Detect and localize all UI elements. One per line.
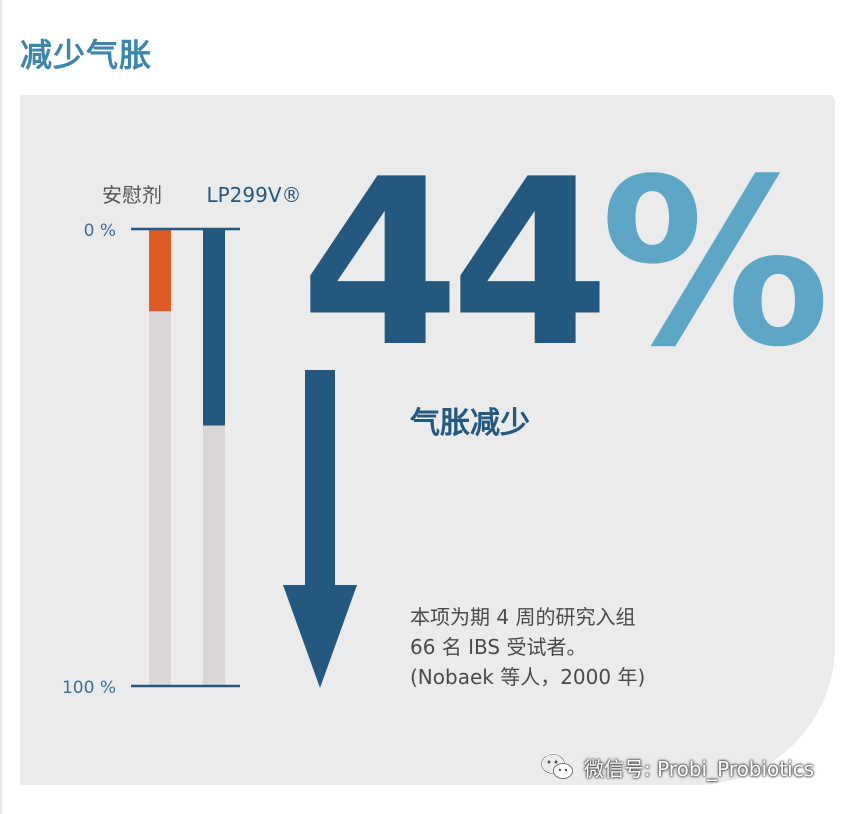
left-border <box>0 0 2 814</box>
study-note: 本项为期 4 周的研究入组 66 名 IBS 受试者。 (Nobaek 等人，2… <box>410 602 645 692</box>
study-note-line-3: (Nobaek 等人，2000 年) <box>410 665 646 689</box>
wechat-icon <box>540 753 573 779</box>
category-label: 安慰剂 <box>102 183 162 207</box>
headline-unit: % <box>600 131 830 398</box>
y-tick-label: 100 % <box>62 678 116 698</box>
bar-track <box>149 229 171 686</box>
bar <box>203 229 225 426</box>
bar <box>149 229 171 312</box>
watermark: 微信号: Probi_Probiotics <box>540 752 814 782</box>
y-tick-label: 0 % <box>84 221 116 241</box>
down-arrow-icon <box>283 370 357 688</box>
headline-value: 44 <box>300 131 610 398</box>
study-note-line-1: 本项为期 4 周的研究入组 <box>410 605 636 629</box>
category-label: LP299V® <box>206 183 301 207</box>
headline-percentage: 44% <box>300 150 831 380</box>
page-title: 减少气胀 <box>20 36 153 74</box>
study-note-line-2: 66 名 IBS 受试者。 <box>410 635 587 659</box>
headline-caption: 气胀减少 <box>410 406 530 441</box>
watermark-text: 微信号: Probi_Probiotics <box>584 756 815 781</box>
